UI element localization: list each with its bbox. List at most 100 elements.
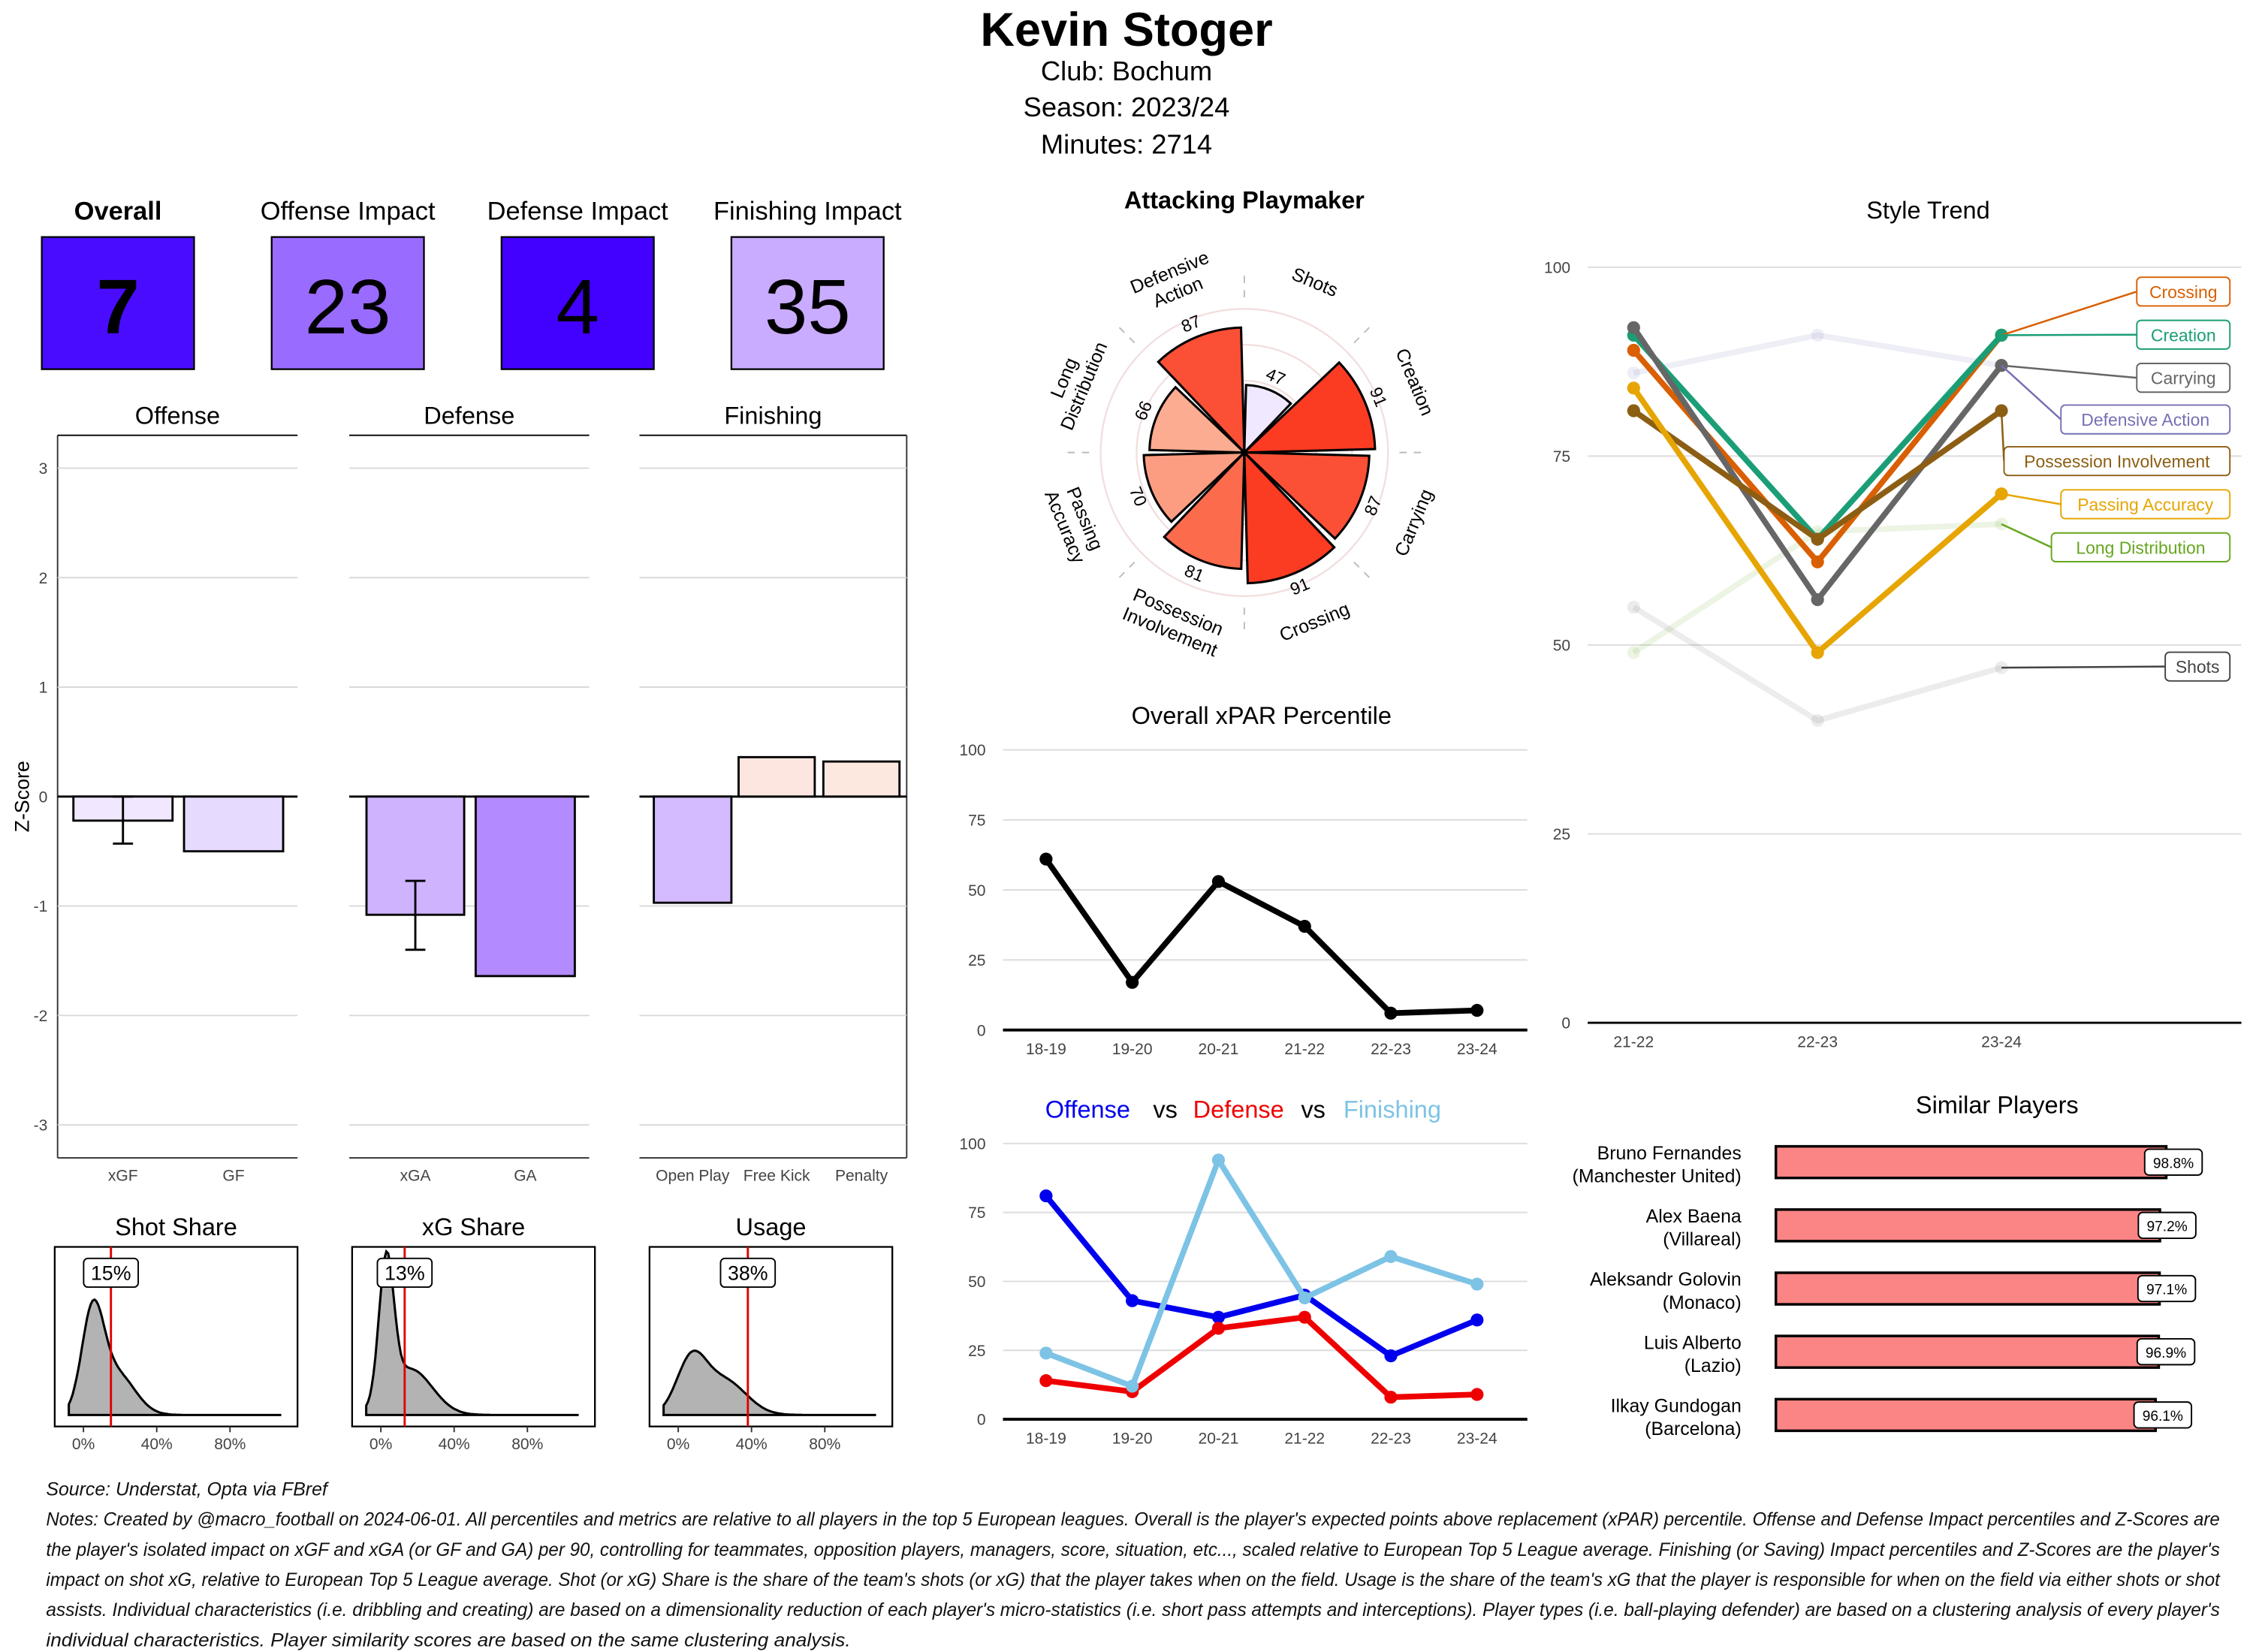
polar-bar-creation — [1241, 360, 1377, 454]
x-tick-label: 40% — [141, 1436, 173, 1453]
impact-box — [500, 236, 655, 370]
bar-free-kick — [737, 755, 816, 798]
polar-value-label: 70 — [1126, 484, 1151, 509]
data-point — [1470, 1003, 1484, 1017]
series-label-box — [2136, 319, 2231, 350]
y-tick-label: 50 — [1553, 638, 1570, 655]
series-label-box — [2136, 363, 2231, 393]
data-point — [1039, 1374, 1053, 1388]
similarity-label: 97.1% — [2146, 1283, 2187, 1298]
y-tick-label: 1 — [39, 680, 48, 697]
x-tick-label: 0% — [667, 1436, 689, 1453]
data-point — [1470, 1388, 1484, 1401]
y-tick-label: 100 — [959, 742, 985, 759]
similarity-label-box — [2133, 1401, 2193, 1429]
panel-title: Defense — [424, 402, 514, 429]
x-tick-label: 80% — [214, 1436, 246, 1453]
x-tick-label: 0% — [369, 1436, 392, 1453]
chart-title-part: Offense — [1045, 1096, 1130, 1123]
data-point — [1384, 1349, 1398, 1363]
data-point — [1627, 321, 1640, 334]
x-tick-label: 21-22 — [1284, 1430, 1325, 1448]
similarity-label-box — [2137, 1211, 2197, 1239]
series-label: Possession Involvement — [2024, 452, 2210, 472]
y-tick-label: 0 — [977, 1412, 986, 1429]
minutes: Minutes: 2714 — [1041, 129, 1212, 160]
data-point — [1298, 1310, 1311, 1324]
y-tick-label: 3 — [39, 460, 48, 478]
value-label: 38% — [728, 1262, 768, 1285]
impact-label: Finishing Impact — [713, 197, 902, 226]
label-leader-line — [2001, 523, 2052, 548]
y-tick-label: 50 — [968, 1274, 985, 1291]
impact-value: 35 — [765, 263, 851, 350]
x-tick-label: 19-20 — [1112, 1041, 1153, 1058]
chart-title-part: vs — [1301, 1096, 1326, 1123]
x-tick-label: 21-22 — [1613, 1034, 1654, 1051]
x-tick-label: 19-20 — [1112, 1430, 1153, 1448]
label-leader-line — [2001, 291, 2137, 336]
value-label-box — [719, 1257, 777, 1289]
club: Club: Bochum — [1041, 56, 1212, 86]
y-tick-label: 75 — [968, 812, 985, 830]
x-tick-label: xGA — [400, 1168, 431, 1185]
player-club: (Villareal) — [1663, 1229, 1742, 1250]
polar-bar-shots — [1243, 384, 1292, 456]
similarity-bar — [1774, 1144, 2168, 1180]
data-point — [1298, 1291, 1311, 1305]
y-tick-label: 0 — [977, 1022, 986, 1039]
series-possession-involvement — [1632, 408, 2004, 542]
x-tick-label: Open Play — [656, 1168, 730, 1185]
panel-title: Offense — [135, 402, 220, 429]
impact-box — [270, 236, 425, 370]
x-tick-label: 20-21 — [1199, 1041, 1239, 1058]
similarity-bar — [1774, 1271, 2161, 1306]
data-point — [1811, 328, 1824, 342]
polar-bar-crossing — [1243, 449, 1336, 585]
data-point — [1211, 1153, 1226, 1167]
y-tick-label: 100 — [959, 1135, 985, 1153]
player-club: (Lazio) — [1684, 1355, 1742, 1376]
y-tick-label: -2 — [34, 1008, 48, 1025]
data-point — [1627, 343, 1640, 357]
bar-gf — [182, 795, 285, 853]
polar-category-label: Creation — [1392, 345, 1438, 419]
label-leader-line — [2001, 364, 2137, 379]
notes-line: impact on shot xG, relative to European … — [46, 1569, 2220, 1590]
panel-title: Shot Share — [115, 1213, 237, 1241]
data-point — [1126, 1294, 1139, 1307]
y-tick-label: 0 — [1561, 1015, 1570, 1032]
impact-value: 23 — [305, 263, 391, 350]
panel-frame — [648, 1246, 894, 1427]
share-distributions: Shot Share 15% 0% 40% 80% xG Share 13% 0% 40% 80%… — [53, 1213, 894, 1453]
value-label-box — [376, 1257, 433, 1289]
polar-category-label: LongDistribution — [1036, 330, 1111, 433]
data-point — [1995, 404, 2008, 418]
bar-open-play — [653, 795, 733, 904]
similarity-label-box — [2137, 1274, 2197, 1303]
notes-line: individual characteristics. Player simil… — [46, 1629, 850, 1650]
similarity-bar — [1774, 1208, 2161, 1243]
notes-line: Notes: Created by @macro_football on 202… — [46, 1509, 2219, 1530]
player-name: Aleksandr Golovin — [1590, 1269, 1742, 1290]
data-point — [1811, 555, 1824, 568]
data-point — [1039, 1189, 1053, 1203]
impact-box — [730, 236, 885, 370]
density-curve — [662, 1349, 876, 1416]
polar-gridline — [1136, 343, 1353, 562]
value-label: 15% — [91, 1262, 131, 1285]
similarity-bar — [1774, 1334, 2161, 1369]
data-point — [1627, 381, 1640, 395]
data-point — [1470, 1277, 1484, 1291]
x-tick-label: 23-24 — [1457, 1041, 1497, 1058]
series-label: Shots — [2176, 657, 2220, 677]
polar-bar-possession-involvement — [1163, 449, 1246, 571]
polar-bar-long-distribution — [1148, 385, 1247, 454]
polar-category-label: PossessionInvolvement — [1120, 583, 1229, 662]
x-tick-label: Free Kick — [743, 1168, 810, 1185]
polar-category-label: DefensiveAction — [1127, 247, 1220, 318]
series-long-distribution — [1632, 521, 2002, 656]
impact-scores: Overall 7 Offense Impact 23 Defense Impact 4 F… — [41, 197, 902, 370]
value-label: 13% — [385, 1262, 425, 1285]
chart-title: Attacking Playmaker — [1124, 186, 1365, 213]
